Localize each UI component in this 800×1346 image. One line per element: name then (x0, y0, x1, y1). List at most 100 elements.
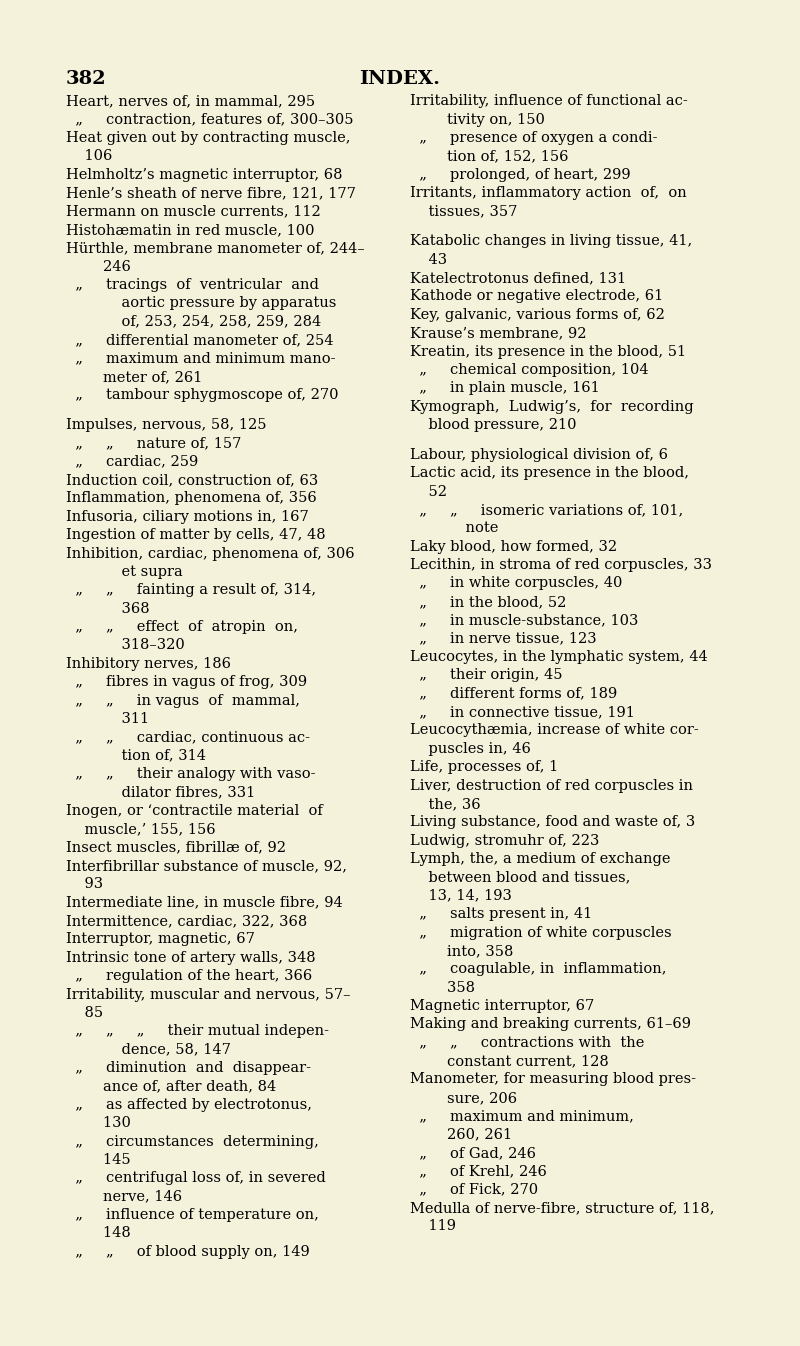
Text: 13, 14, 193: 13, 14, 193 (410, 888, 512, 903)
Text: Katabolic changes in living tissue, 41,: Katabolic changes in living tissue, 41, (410, 234, 693, 248)
Text: „     different forms of, 189: „ different forms of, 189 (410, 686, 618, 701)
Text: Leucocytes, in the lymphatic system, 44: Leucocytes, in the lymphatic system, 44 (410, 650, 708, 664)
Text: 119: 119 (410, 1219, 456, 1233)
Text: tivity on, 150: tivity on, 150 (410, 113, 546, 127)
Text: „     „     contractions with  the: „ „ contractions with the (410, 1036, 645, 1050)
Text: „     „     their analogy with vaso-: „ „ their analogy with vaso- (66, 767, 315, 781)
Text: 246: 246 (66, 260, 130, 273)
Text: 93: 93 (66, 878, 102, 891)
Text: Making and breaking currents, 61–69: Making and breaking currents, 61–69 (410, 1018, 691, 1031)
Text: „     chemical composition, 104: „ chemical composition, 104 (410, 363, 649, 377)
Text: of, 253, 254, 258, 259, 284: of, 253, 254, 258, 259, 284 (66, 315, 321, 328)
Text: 382: 382 (66, 70, 106, 87)
Text: Histohæmatin in red muscle, 100: Histohæmatin in red muscle, 100 (66, 223, 314, 237)
Text: Intermediate line, in muscle fibre, 94: Intermediate line, in muscle fibre, 94 (66, 895, 342, 910)
Text: Lymph, the, a medium of exchange: Lymph, the, a medium of exchange (410, 852, 671, 865)
Text: meter of, 261: meter of, 261 (66, 370, 202, 384)
Text: aortic pressure by apparatus: aortic pressure by apparatus (66, 296, 336, 311)
Text: Inogen, or ‘contractile material  of: Inogen, or ‘contractile material of (66, 804, 322, 818)
Text: „     in connective tissue, 191: „ in connective tissue, 191 (410, 705, 635, 719)
Text: INDEX.: INDEX. (359, 70, 441, 87)
Text: „     „     in vagus  of  mammal,: „ „ in vagus of mammal, (66, 693, 300, 708)
Text: „     circumstances  determining,: „ circumstances determining, (66, 1135, 318, 1148)
Text: „     in nerve tissue, 123: „ in nerve tissue, 123 (410, 631, 597, 646)
Text: „     regulation of the heart, 366: „ regulation of the heart, 366 (66, 969, 312, 983)
Text: Life, processes of, 1: Life, processes of, 1 (410, 760, 558, 774)
Text: „     „     nature of, 157: „ „ nature of, 157 (66, 436, 241, 451)
Text: Kathode or negative electrode, 61: Kathode or negative electrode, 61 (410, 289, 664, 303)
Text: nerve, 146: nerve, 146 (66, 1190, 182, 1203)
Text: the, 36: the, 36 (410, 797, 481, 810)
Text: Inflammation, phenomena of, 356: Inflammation, phenomena of, 356 (66, 491, 316, 506)
Text: sure, 206: sure, 206 (410, 1090, 518, 1105)
Text: „     „     effect  of  atropin  on,: „ „ effect of atropin on, (66, 621, 298, 634)
Text: constant current, 128: constant current, 128 (410, 1054, 609, 1069)
Text: tion of, 314: tion of, 314 (66, 748, 206, 763)
Text: Heat given out by contracting muscle,: Heat given out by contracting muscle, (66, 131, 350, 145)
Text: „     differential manometer of, 254: „ differential manometer of, 254 (66, 332, 333, 347)
Text: „     of Fick, 270: „ of Fick, 270 (410, 1183, 538, 1197)
Text: Labour, physiological division of, 6: Labour, physiological division of, 6 (410, 448, 669, 462)
Text: Laky blood, how formed, 32: Laky blood, how formed, 32 (410, 540, 618, 553)
Text: „     cardiac, 259: „ cardiac, 259 (66, 455, 198, 468)
Text: „     in muscle-substance, 103: „ in muscle-substance, 103 (410, 614, 638, 627)
Text: Key, galvanic, various forms of, 62: Key, galvanic, various forms of, 62 (410, 308, 666, 322)
Text: 311: 311 (66, 712, 149, 725)
Text: „     maximum and minimum,: „ maximum and minimum, (410, 1109, 634, 1124)
Text: „     in plain muscle, 161: „ in plain muscle, 161 (410, 381, 600, 396)
Text: Helmholtz’s magnetic interruptor, 68: Helmholtz’s magnetic interruptor, 68 (66, 168, 342, 182)
Text: muscle,’ 155, 156: muscle,’ 155, 156 (66, 822, 215, 836)
Text: „     in white corpuscles, 40: „ in white corpuscles, 40 (410, 576, 622, 591)
Text: Ludwig, stromuhr of, 223: Ludwig, stromuhr of, 223 (410, 833, 600, 848)
Text: Medulla of nerve-fibre, structure of, 118,: Medulla of nerve-fibre, structure of, 11… (410, 1201, 715, 1215)
Text: „     fibres in vagus of frog, 309: „ fibres in vagus of frog, 309 (66, 676, 306, 689)
Text: Interruptor, magnetic, 67: Interruptor, magnetic, 67 (66, 933, 254, 946)
Text: „     of Krehl, 246: „ of Krehl, 246 (410, 1164, 547, 1178)
Text: Kreatin, its presence in the blood, 51: Kreatin, its presence in the blood, 51 (410, 345, 686, 358)
Text: Lecithin, in stroma of red corpuscles, 33: Lecithin, in stroma of red corpuscles, 3… (410, 559, 713, 572)
Text: „     „     cardiac, continuous ac-: „ „ cardiac, continuous ac- (66, 731, 310, 744)
Text: Irritability, muscular and nervous, 57–: Irritability, muscular and nervous, 57– (66, 988, 350, 1001)
Text: „     „     of blood supply on, 149: „ „ of blood supply on, 149 (66, 1245, 310, 1259)
Text: „     contraction, features of, 300–305: „ contraction, features of, 300–305 (66, 113, 353, 127)
Text: tissues, 357: tissues, 357 (410, 205, 518, 218)
Text: puscles in, 46: puscles in, 46 (410, 742, 531, 756)
Text: „     „     „     their mutual indepen-: „ „ „ their mutual indepen- (66, 1024, 329, 1038)
Text: 85: 85 (66, 1005, 102, 1020)
Text: between blood and tissues,: between blood and tissues, (410, 871, 630, 884)
Text: ance of, after death, 84: ance of, after death, 84 (66, 1079, 276, 1093)
Text: „     tambour sphygmoscope of, 270: „ tambour sphygmoscope of, 270 (66, 388, 338, 402)
Text: Insect muscles, fibrillæ of, 92: Insect muscles, fibrillæ of, 92 (66, 841, 286, 855)
Text: 368: 368 (66, 602, 150, 615)
Text: „     „     isomeric variations of, 101,: „ „ isomeric variations of, 101, (410, 503, 684, 517)
Text: note: note (410, 521, 498, 536)
Text: „     of Gad, 246: „ of Gad, 246 (410, 1145, 537, 1160)
Text: Living substance, food and waste of, 3: Living substance, food and waste of, 3 (410, 816, 696, 829)
Text: Katelectrotonus defined, 131: Katelectrotonus defined, 131 (410, 271, 626, 285)
Text: 358: 358 (410, 981, 475, 995)
Text: Ingestion of matter by cells, 47, 48: Ingestion of matter by cells, 47, 48 (66, 528, 326, 542)
Text: „     diminution  and  disappear-: „ diminution and disappear- (66, 1061, 310, 1075)
Text: Interfibrillar substance of muscle, 92,: Interfibrillar substance of muscle, 92, (66, 859, 346, 874)
Text: „     coagulable, in  inflammation,: „ coagulable, in inflammation, (410, 962, 667, 976)
Text: „     presence of oxygen a condi-: „ presence of oxygen a condi- (410, 131, 658, 145)
Text: Krause’s membrane, 92: Krause’s membrane, 92 (410, 326, 587, 341)
Text: „     „     fainting a result of, 314,: „ „ fainting a result of, 314, (66, 583, 316, 598)
Text: tion of, 152, 156: tion of, 152, 156 (410, 149, 569, 163)
Text: et supra: et supra (66, 565, 182, 579)
Text: Inhibitory nerves, 186: Inhibitory nerves, 186 (66, 657, 230, 670)
Text: 43: 43 (410, 253, 447, 267)
Text: 52: 52 (410, 485, 447, 498)
Text: Liver, destruction of red corpuscles in: Liver, destruction of red corpuscles in (410, 778, 694, 793)
Text: Irritants, inflammatory action  of,  on: Irritants, inflammatory action of, on (410, 186, 687, 201)
Text: 260, 261: 260, 261 (410, 1128, 513, 1141)
Text: „     migration of white corpuscles: „ migration of white corpuscles (410, 926, 672, 940)
Text: Hermann on muscle currents, 112: Hermann on muscle currents, 112 (66, 205, 320, 218)
Text: Hürthle, membrane manometer of, 244–: Hürthle, membrane manometer of, 244– (66, 241, 364, 256)
Text: „     prolonged, of heart, 299: „ prolonged, of heart, 299 (410, 168, 631, 182)
Text: 148: 148 (66, 1226, 130, 1241)
Text: Irritability, influence of functional ac-: Irritability, influence of functional ac… (410, 94, 688, 108)
Text: Kymograph,  Ludwig’s,  for  recording: Kymograph, Ludwig’s, for recording (410, 400, 694, 413)
Text: Inhibition, cardiac, phenomena of, 306: Inhibition, cardiac, phenomena of, 306 (66, 546, 354, 561)
Text: Leucocythæmia, increase of white cor-: Leucocythæmia, increase of white cor- (410, 723, 699, 738)
